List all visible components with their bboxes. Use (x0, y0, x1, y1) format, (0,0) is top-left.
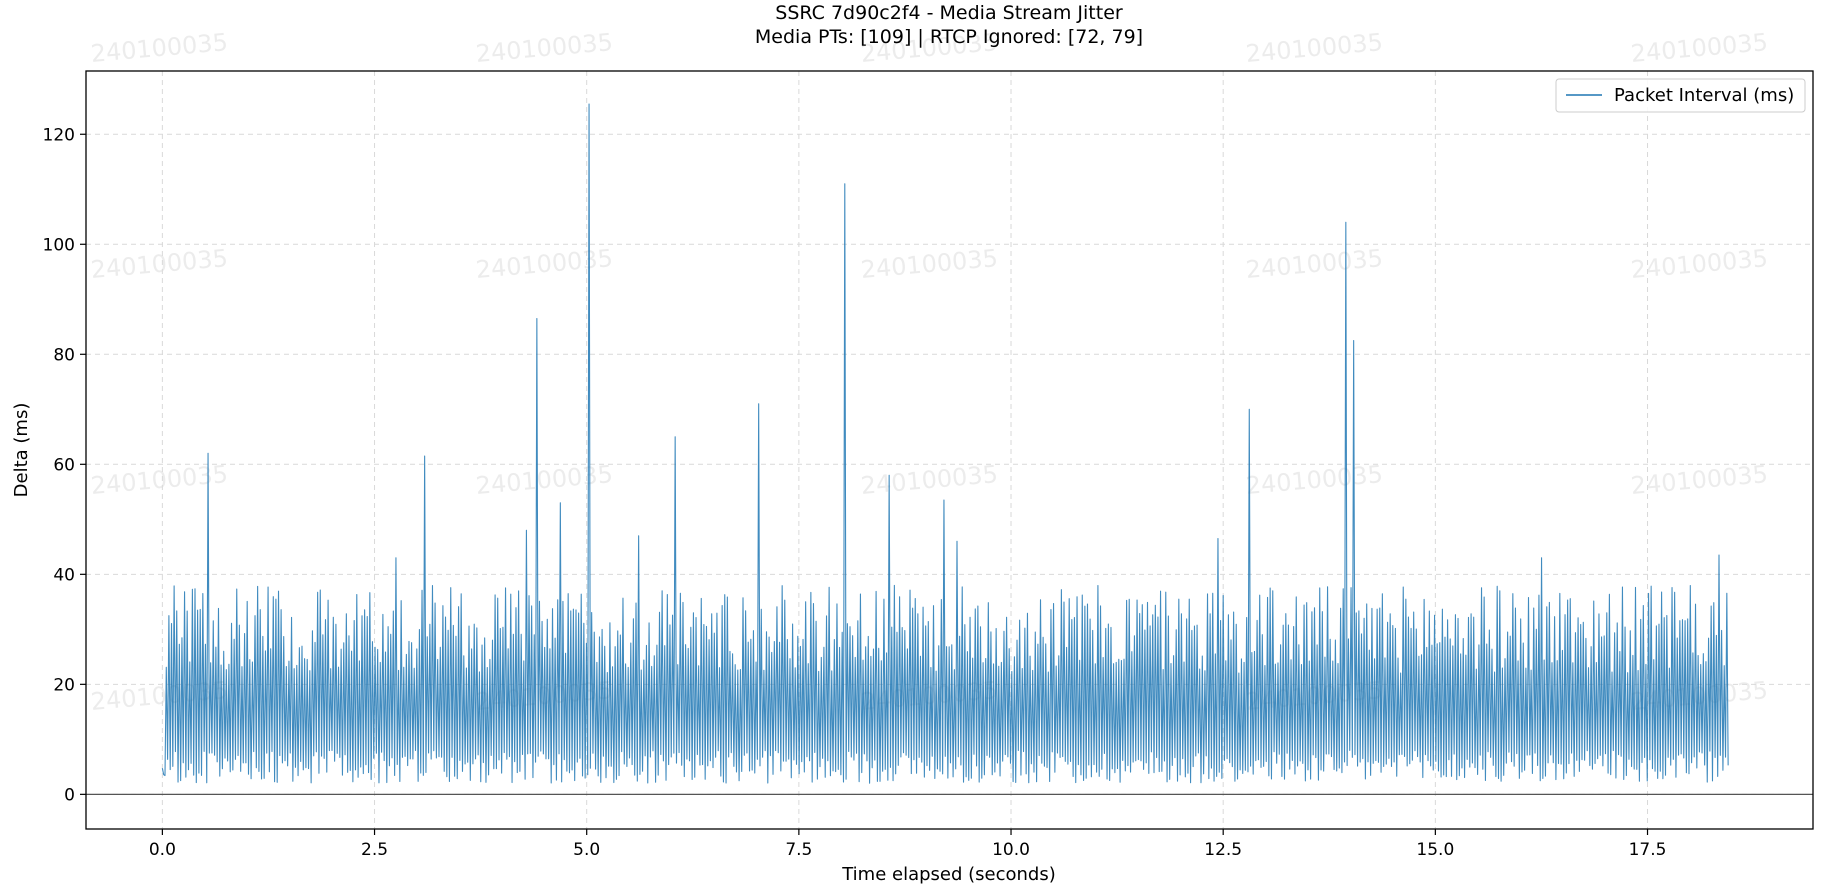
x-tick-label: 15.0 (1416, 840, 1454, 860)
watermark-text: 240100035 (860, 460, 999, 500)
x-tick-label: 17.5 (1629, 840, 1667, 860)
y-tick-label: 100 (43, 235, 75, 255)
plot-frame (85, 70, 1814, 830)
y-tick-label: 20 (53, 675, 75, 695)
x-axis-ticks: 0.0 2.5 5.0 7.5 10.0 12.5 15.0 17.5 (149, 829, 1667, 860)
y-axis-label: Delta (ms) (11, 403, 32, 498)
x-tick-label: 2.5 (361, 840, 388, 860)
watermark-text: 240100035 (1245, 460, 1384, 500)
watermark-text: 240100035 (1630, 460, 1769, 500)
watermark-text: 240100035 (475, 244, 614, 284)
x-tick-label: 5.0 (573, 840, 600, 860)
watermark-text: 240100035 (90, 676, 229, 716)
watermark-text: 240100035 (475, 460, 614, 500)
x-tick-label: 10.0 (992, 840, 1030, 860)
watermark-text: 240100035 (90, 28, 229, 68)
legend: Packet Interval (ms) (1555, 78, 1806, 113)
watermark-text: 240100035 (1630, 244, 1769, 284)
chart-title: SSRC 7d90c2f4 - Media Stream Jitter (775, 2, 1123, 24)
y-tick-label: 40 (53, 565, 75, 585)
x-tick-label: 12.5 (1204, 840, 1242, 860)
x-tick-label: 0.0 (149, 840, 176, 860)
legend-label: Packet Interval (ms) (1614, 85, 1794, 106)
y-axis-ticks: 0 20 40 60 80 100 120 (43, 125, 86, 805)
y-tick-label: 120 (43, 125, 75, 145)
watermark-text: 240100035 (475, 28, 614, 68)
watermark-text: 240100035 (1630, 28, 1769, 68)
legend-box (1555, 78, 1806, 113)
watermark-layer: 240100035 240100035 240100035 240100035 2401… (90, 28, 1769, 716)
series-line-packet-interval (161, 103, 1729, 784)
y-tick-label: 0 (64, 785, 75, 805)
watermark-text: 240100035 (1245, 28, 1384, 68)
x-axis-label: Time elapsed (seconds) (841, 864, 1056, 885)
watermark-text: 240100035 (90, 244, 229, 284)
watermark-text: 240100035 (860, 244, 999, 284)
x-tick-label: 7.5 (785, 840, 812, 860)
y-tick-label: 60 (53, 455, 75, 475)
chart-subtitle: Media PTs: [109] | RTCP Ignored: [72, 79… (755, 26, 1143, 48)
y-tick-label: 80 (53, 345, 75, 365)
watermark-text: 240100035 (1245, 244, 1384, 284)
series-layer (161, 103, 1729, 784)
